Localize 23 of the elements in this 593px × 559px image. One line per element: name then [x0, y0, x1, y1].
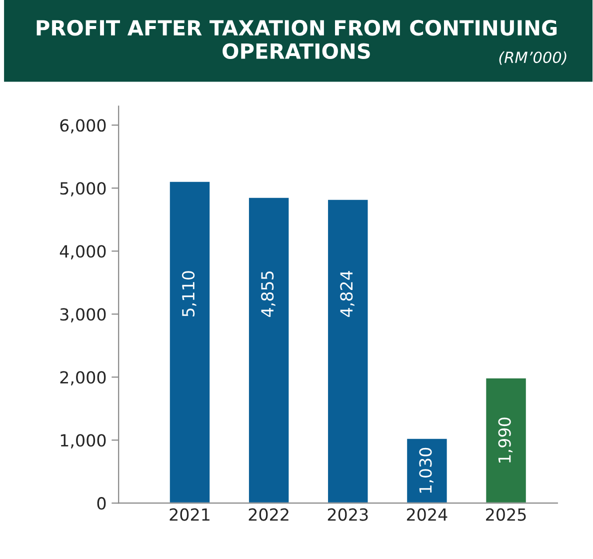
bar: [168, 180, 212, 504]
y-tick-label: 1,000: [60, 434, 106, 448]
y-tick-label: 6,000: [60, 119, 106, 134]
data-label: 4,855: [261, 271, 276, 317]
x-tick-label: 2024: [406, 508, 448, 521]
x-tick-label: 2025: [486, 508, 526, 521]
x-tick-label: 2023: [328, 508, 368, 521]
x-tick-label: 2022: [248, 508, 288, 521]
data-label: 1,990: [498, 418, 513, 462]
data-label: 1,030: [419, 448, 434, 493]
y-tick-label: 0: [97, 497, 106, 510]
bar: [484, 377, 528, 504]
y-tick-label: 5,000: [60, 182, 106, 196]
y-tick-label: 3,000: [60, 308, 106, 322]
bar: [248, 196, 290, 504]
bar: [326, 198, 370, 504]
chart-subtitle: (RM’000): [499, 51, 566, 65]
bar: [406, 438, 448, 504]
x-tick-label: 2021: [170, 508, 210, 521]
y-tick-label: 2,000: [60, 371, 106, 386]
data-label: 5,110: [182, 271, 196, 316]
y-tick-label: 4,000: [60, 245, 106, 260]
data-label: 4,824: [340, 270, 354, 317]
